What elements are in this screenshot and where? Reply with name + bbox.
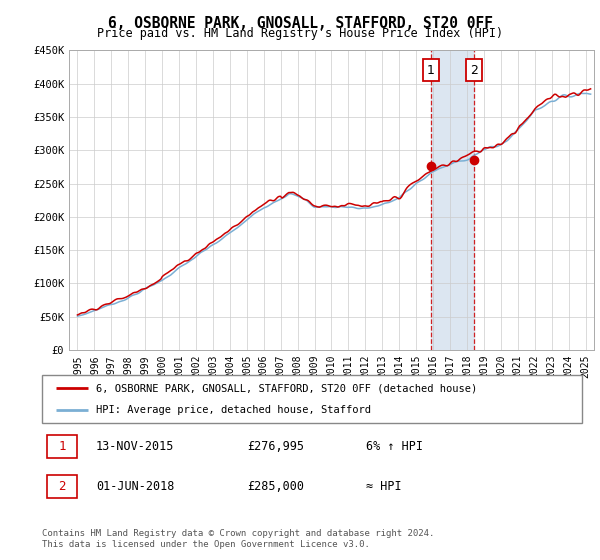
Text: 1: 1 bbox=[427, 64, 435, 77]
Text: 6, OSBORNE PARK, GNOSALL, STAFFORD, ST20 0FF (detached house): 6, OSBORNE PARK, GNOSALL, STAFFORD, ST20… bbox=[96, 383, 477, 393]
Bar bbox=[431, 50, 474, 350]
Text: Contains HM Land Registry data © Crown copyright and database right 2024.
This d: Contains HM Land Registry data © Crown c… bbox=[42, 529, 434, 549]
Text: £276,995: £276,995 bbox=[247, 440, 304, 453]
Text: Price paid vs. HM Land Registry's House Price Index (HPI): Price paid vs. HM Land Registry's House … bbox=[97, 27, 503, 40]
Text: 13-NOV-2015: 13-NOV-2015 bbox=[96, 440, 175, 453]
Text: £285,000: £285,000 bbox=[247, 480, 304, 493]
Text: 01-JUN-2018: 01-JUN-2018 bbox=[96, 480, 175, 493]
Text: 6, OSBORNE PARK, GNOSALL, STAFFORD, ST20 0FF: 6, OSBORNE PARK, GNOSALL, STAFFORD, ST20… bbox=[107, 16, 493, 31]
Text: ≈ HPI: ≈ HPI bbox=[366, 480, 401, 493]
Text: 6% ↑ HPI: 6% ↑ HPI bbox=[366, 440, 423, 453]
FancyBboxPatch shape bbox=[42, 375, 582, 423]
Text: 1: 1 bbox=[59, 440, 66, 453]
Text: HPI: Average price, detached house, Stafford: HPI: Average price, detached house, Staf… bbox=[96, 405, 371, 415]
FancyBboxPatch shape bbox=[47, 475, 77, 498]
Text: 2: 2 bbox=[470, 64, 478, 77]
Text: 2: 2 bbox=[59, 480, 66, 493]
FancyBboxPatch shape bbox=[47, 435, 77, 458]
